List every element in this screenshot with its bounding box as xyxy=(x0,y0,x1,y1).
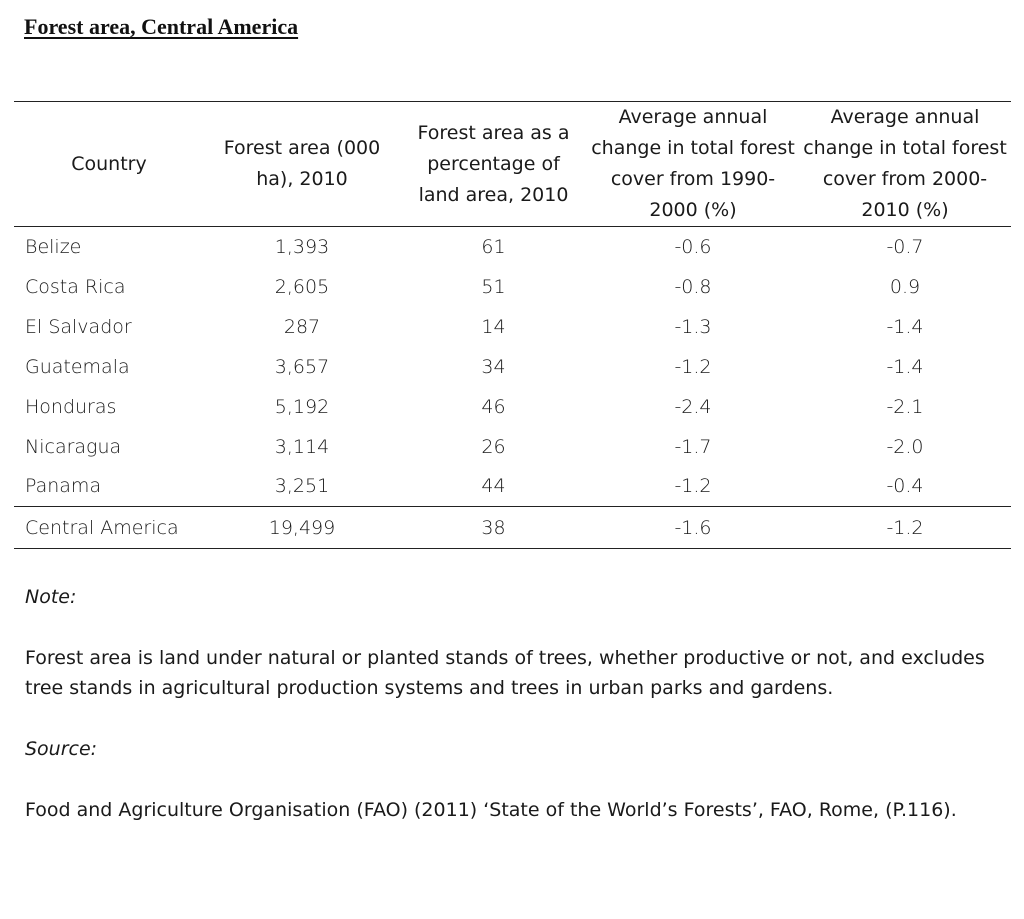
cell-forest-percentage: 38 xyxy=(400,506,587,549)
table-total-row: Central America 19,499 38 -1.6 -1.2 xyxy=(14,506,1011,549)
table-row: Panama 3,251 44 -1.2 -0.4 xyxy=(14,467,1011,507)
cell-change-2000-2010: -0.7 xyxy=(886,235,924,258)
cell-change-2000-2010: 0.9 xyxy=(889,275,921,298)
cell-forest-area: 19,499 xyxy=(204,506,400,549)
cell-change-1990-2000: -1.3 xyxy=(674,315,712,338)
cell-change-1990-2000: -2.4 xyxy=(674,395,712,418)
table-row: El Salvador 287 14 -1.3 -1.4 xyxy=(14,307,1011,347)
note-text: Forest area is land under natural or pla… xyxy=(25,647,985,699)
header-change-1990-2000: Average annual change in total forest co… xyxy=(587,101,799,227)
table-row: Honduras 5,192 46 -2.4 -2.1 xyxy=(14,387,1011,427)
cell-country: Panama xyxy=(25,475,102,498)
cell-change-2000-2010: -2.0 xyxy=(886,435,924,458)
header-change-2000-2010: Average annual change in total forest co… xyxy=(799,101,1011,227)
cell-country: Guatemala xyxy=(25,355,130,378)
source-text: Food and Agriculture Organisation (FAO) … xyxy=(25,799,957,821)
cell-forest-area: 3,657 xyxy=(274,355,330,378)
cell-forest-percentage: 14 xyxy=(481,315,506,338)
forest-area-table: Country Forest area (000 ha), 2010 Fores… xyxy=(14,101,1011,549)
cell-change-2000-2010: -1.4 xyxy=(886,315,924,338)
cell-forest-area: 3,114 xyxy=(274,435,330,458)
table-row: Belize 1,393 61 -0.6 -0.7 xyxy=(14,227,1011,267)
cell-change-1990-2000: -1.7 xyxy=(674,435,712,458)
cell-country: Nicaragua xyxy=(25,435,122,458)
cell-country: Costa Rica xyxy=(25,275,126,298)
source-label: Source: xyxy=(25,738,98,760)
cell-country: Central America xyxy=(14,506,204,549)
cell-forest-percentage: 44 xyxy=(481,475,506,498)
cell-change-2000-2010: -1.2 xyxy=(799,506,1011,549)
cell-forest-area: 5,192 xyxy=(274,395,330,418)
header-country: Country xyxy=(14,101,204,227)
cell-change-1990-2000: -0.6 xyxy=(674,235,712,258)
header-forest-percentage: Forest area as a percentage of land area… xyxy=(400,101,587,227)
cell-change-2000-2010: -1.4 xyxy=(886,355,924,378)
cell-country: Belize xyxy=(25,235,82,258)
cell-forest-area: 3,251 xyxy=(274,475,330,498)
cell-forest-area: 1,393 xyxy=(274,235,330,258)
cell-country: Honduras xyxy=(25,395,117,418)
header-forest-area: Forest area (000 ha), 2010 xyxy=(204,101,400,227)
cell-forest-percentage: 26 xyxy=(481,435,506,458)
cell-forest-area: 2,605 xyxy=(274,275,330,298)
table-row: Guatemala 3,657 34 -1.2 -1.4 xyxy=(14,347,1011,387)
table-row: Costa Rica 2,605 51 -0.8 0.9 xyxy=(14,267,1011,307)
cell-forest-percentage: 46 xyxy=(481,395,506,418)
cell-forest-area: 287 xyxy=(283,315,321,338)
cell-country: El Salvador xyxy=(25,315,132,338)
table-header-row: Country Forest area (000 ha), 2010 Fores… xyxy=(14,101,1011,227)
cell-change-2000-2010: -0.4 xyxy=(886,475,924,498)
cell-forest-percentage: 61 xyxy=(481,235,506,258)
note-label: Note: xyxy=(25,586,77,608)
cell-change-2000-2010: -2.1 xyxy=(886,395,924,418)
cell-forest-percentage: 34 xyxy=(481,355,506,378)
document-title: Forest area, Central America xyxy=(24,14,299,39)
cell-change-1990-2000: -1.6 xyxy=(587,506,799,549)
cell-forest-percentage: 51 xyxy=(481,275,506,298)
cell-change-1990-2000: -1.2 xyxy=(674,355,712,378)
notes-section: Note: Forest area is land under natural … xyxy=(25,582,985,825)
cell-change-1990-2000: -1.2 xyxy=(674,475,712,498)
table-row: Nicaragua 3,114 26 -1.7 -2.0 xyxy=(14,427,1011,467)
cell-change-1990-2000: -0.8 xyxy=(674,275,712,298)
